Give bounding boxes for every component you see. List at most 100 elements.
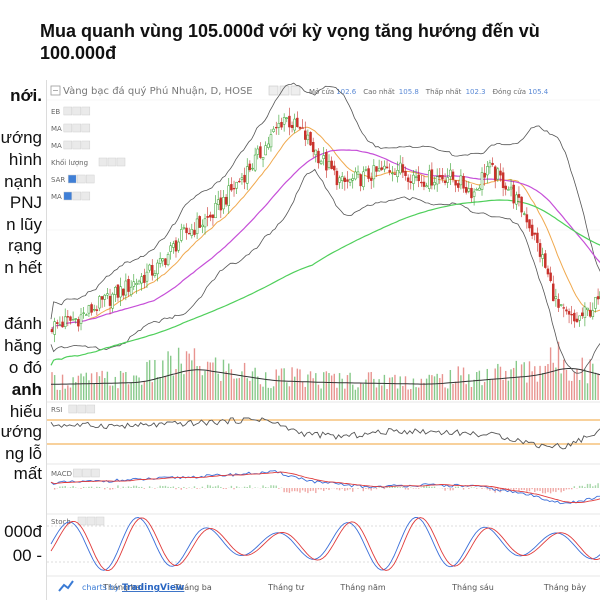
indicator-toggle-icon[interactable] [72,140,82,150]
volume-bar [180,363,182,400]
indicator-toggle-icon[interactable] [107,157,117,167]
macd-histogram-bar [510,488,512,489]
macd-histogram-bar [106,487,109,488]
indicator-toggle-icon[interactable] [98,157,108,167]
eye-icon[interactable] [279,85,290,96]
volume-bar [246,378,248,400]
indicator-toggle-icon[interactable] [63,106,73,116]
candle-body [491,162,494,165]
volume-bar [175,369,177,400]
candle-body [69,316,72,321]
candle-body [499,170,502,176]
indicator-toggle-icon[interactable] [76,174,86,184]
panel-toggle-icon[interactable] [91,468,100,478]
indicator-toggle-icon[interactable] [63,140,73,150]
volume-bar [135,375,138,400]
candle-body [406,177,410,182]
volume-bar [481,385,483,400]
panel-toggle-icon[interactable] [77,516,87,526]
volume-bar [201,375,204,400]
candle-body [108,295,112,306]
volume-bar [352,384,354,400]
candle-body [282,117,286,125]
macd-histogram-bar [544,488,547,494]
indicator-toggle-icon[interactable] [81,123,91,133]
volume-bar [164,376,167,400]
volume-bar [391,377,394,400]
indicator-toggle-icon[interactable] [72,123,82,133]
panel-toggle-icon[interactable] [95,516,105,526]
macd-histogram-bar [391,486,394,488]
macd-histogram-bar [341,488,343,489]
month-tick-label: Tháng hai [102,583,143,592]
candle-body [546,268,550,275]
indicator-toggle-icon[interactable] [72,106,82,116]
macd-histogram-bar [304,488,306,492]
indicator-toggle-icon[interactable] [81,106,91,116]
macd-histogram-bar [154,488,156,489]
candle-body [256,148,260,155]
volume-bar [206,361,209,400]
volume-bar [69,387,72,400]
volume-bar [386,389,388,400]
indicator-toggle-icon[interactable] [81,140,91,150]
macd-histogram-bar [428,486,430,488]
candle-body [296,117,299,128]
macd-histogram-bar [217,485,219,488]
settings-icon[interactable] [268,85,279,96]
indicator-toggle-icon[interactable] [63,123,73,133]
body-text-line: hiếu [9,402,42,421]
volume-bar [410,389,412,400]
indicator-toggle-icon[interactable] [72,191,82,201]
macd-histogram-bar [220,486,222,488]
indicator-toggle-icon[interactable] [67,174,77,184]
month-tick-label: Tháng năm [339,583,386,592]
volume-bar [104,378,106,400]
panel-toggle-icon[interactable] [86,516,96,526]
stock-chart: Vàng bạc đá quý Phú Nhuận, D, HOSE Mở cử… [46,80,600,600]
macd-histogram-bar [283,488,285,493]
candle-body [272,128,275,132]
macd-histogram-bar [557,488,560,491]
panel-toggle-icon[interactable] [73,468,82,478]
candle-body [417,174,420,182]
panel-toggle-icon[interactable] [68,404,78,414]
macd-histogram-bar [536,488,539,491]
indicator-toggle-icon[interactable] [81,191,91,201]
volume-bar [267,387,270,400]
macd-histogram-bar [288,488,291,493]
ma-short-line [50,126,600,333]
indicator-toggle-icon[interactable] [85,174,95,184]
panel-toggle-icon[interactable] [82,468,91,478]
volume-bar [581,357,583,400]
indicator-toggle-icon[interactable] [116,157,126,167]
ohlc-value: 105.4 [528,88,549,96]
macd-histogram-bar [594,485,597,488]
chart-minimize-icon[interactable] [50,85,61,96]
candle-body [459,175,463,186]
volume-bar [505,370,507,400]
volume-bar [177,347,180,400]
macd-histogram-bar [352,488,354,492]
candle-body [85,314,88,316]
volume-bar [109,385,111,400]
panel-label: Stoch [51,518,71,526]
macd-histogram-bar [296,488,299,492]
candle-body [129,286,133,295]
macd-histogram-bar [138,486,140,488]
volume-bar [93,383,95,400]
volume-bar [59,390,61,400]
macd-histogram-bar [433,486,436,488]
volume-bar [333,373,335,400]
brand-link[interactable]: TradingView [122,583,184,593]
indicator-toggle-icon[interactable] [63,191,73,201]
macd-histogram-bar [162,486,164,488]
rsi-line [50,417,600,450]
macd-histogram-bar [415,488,417,489]
panel-toggle-icon[interactable] [77,404,87,414]
panel-toggle-icon[interactable] [86,404,96,414]
macd-histogram-bar [552,488,554,492]
close-icon[interactable] [290,85,301,96]
volume-bar [330,375,333,400]
candle-body [232,187,236,190]
